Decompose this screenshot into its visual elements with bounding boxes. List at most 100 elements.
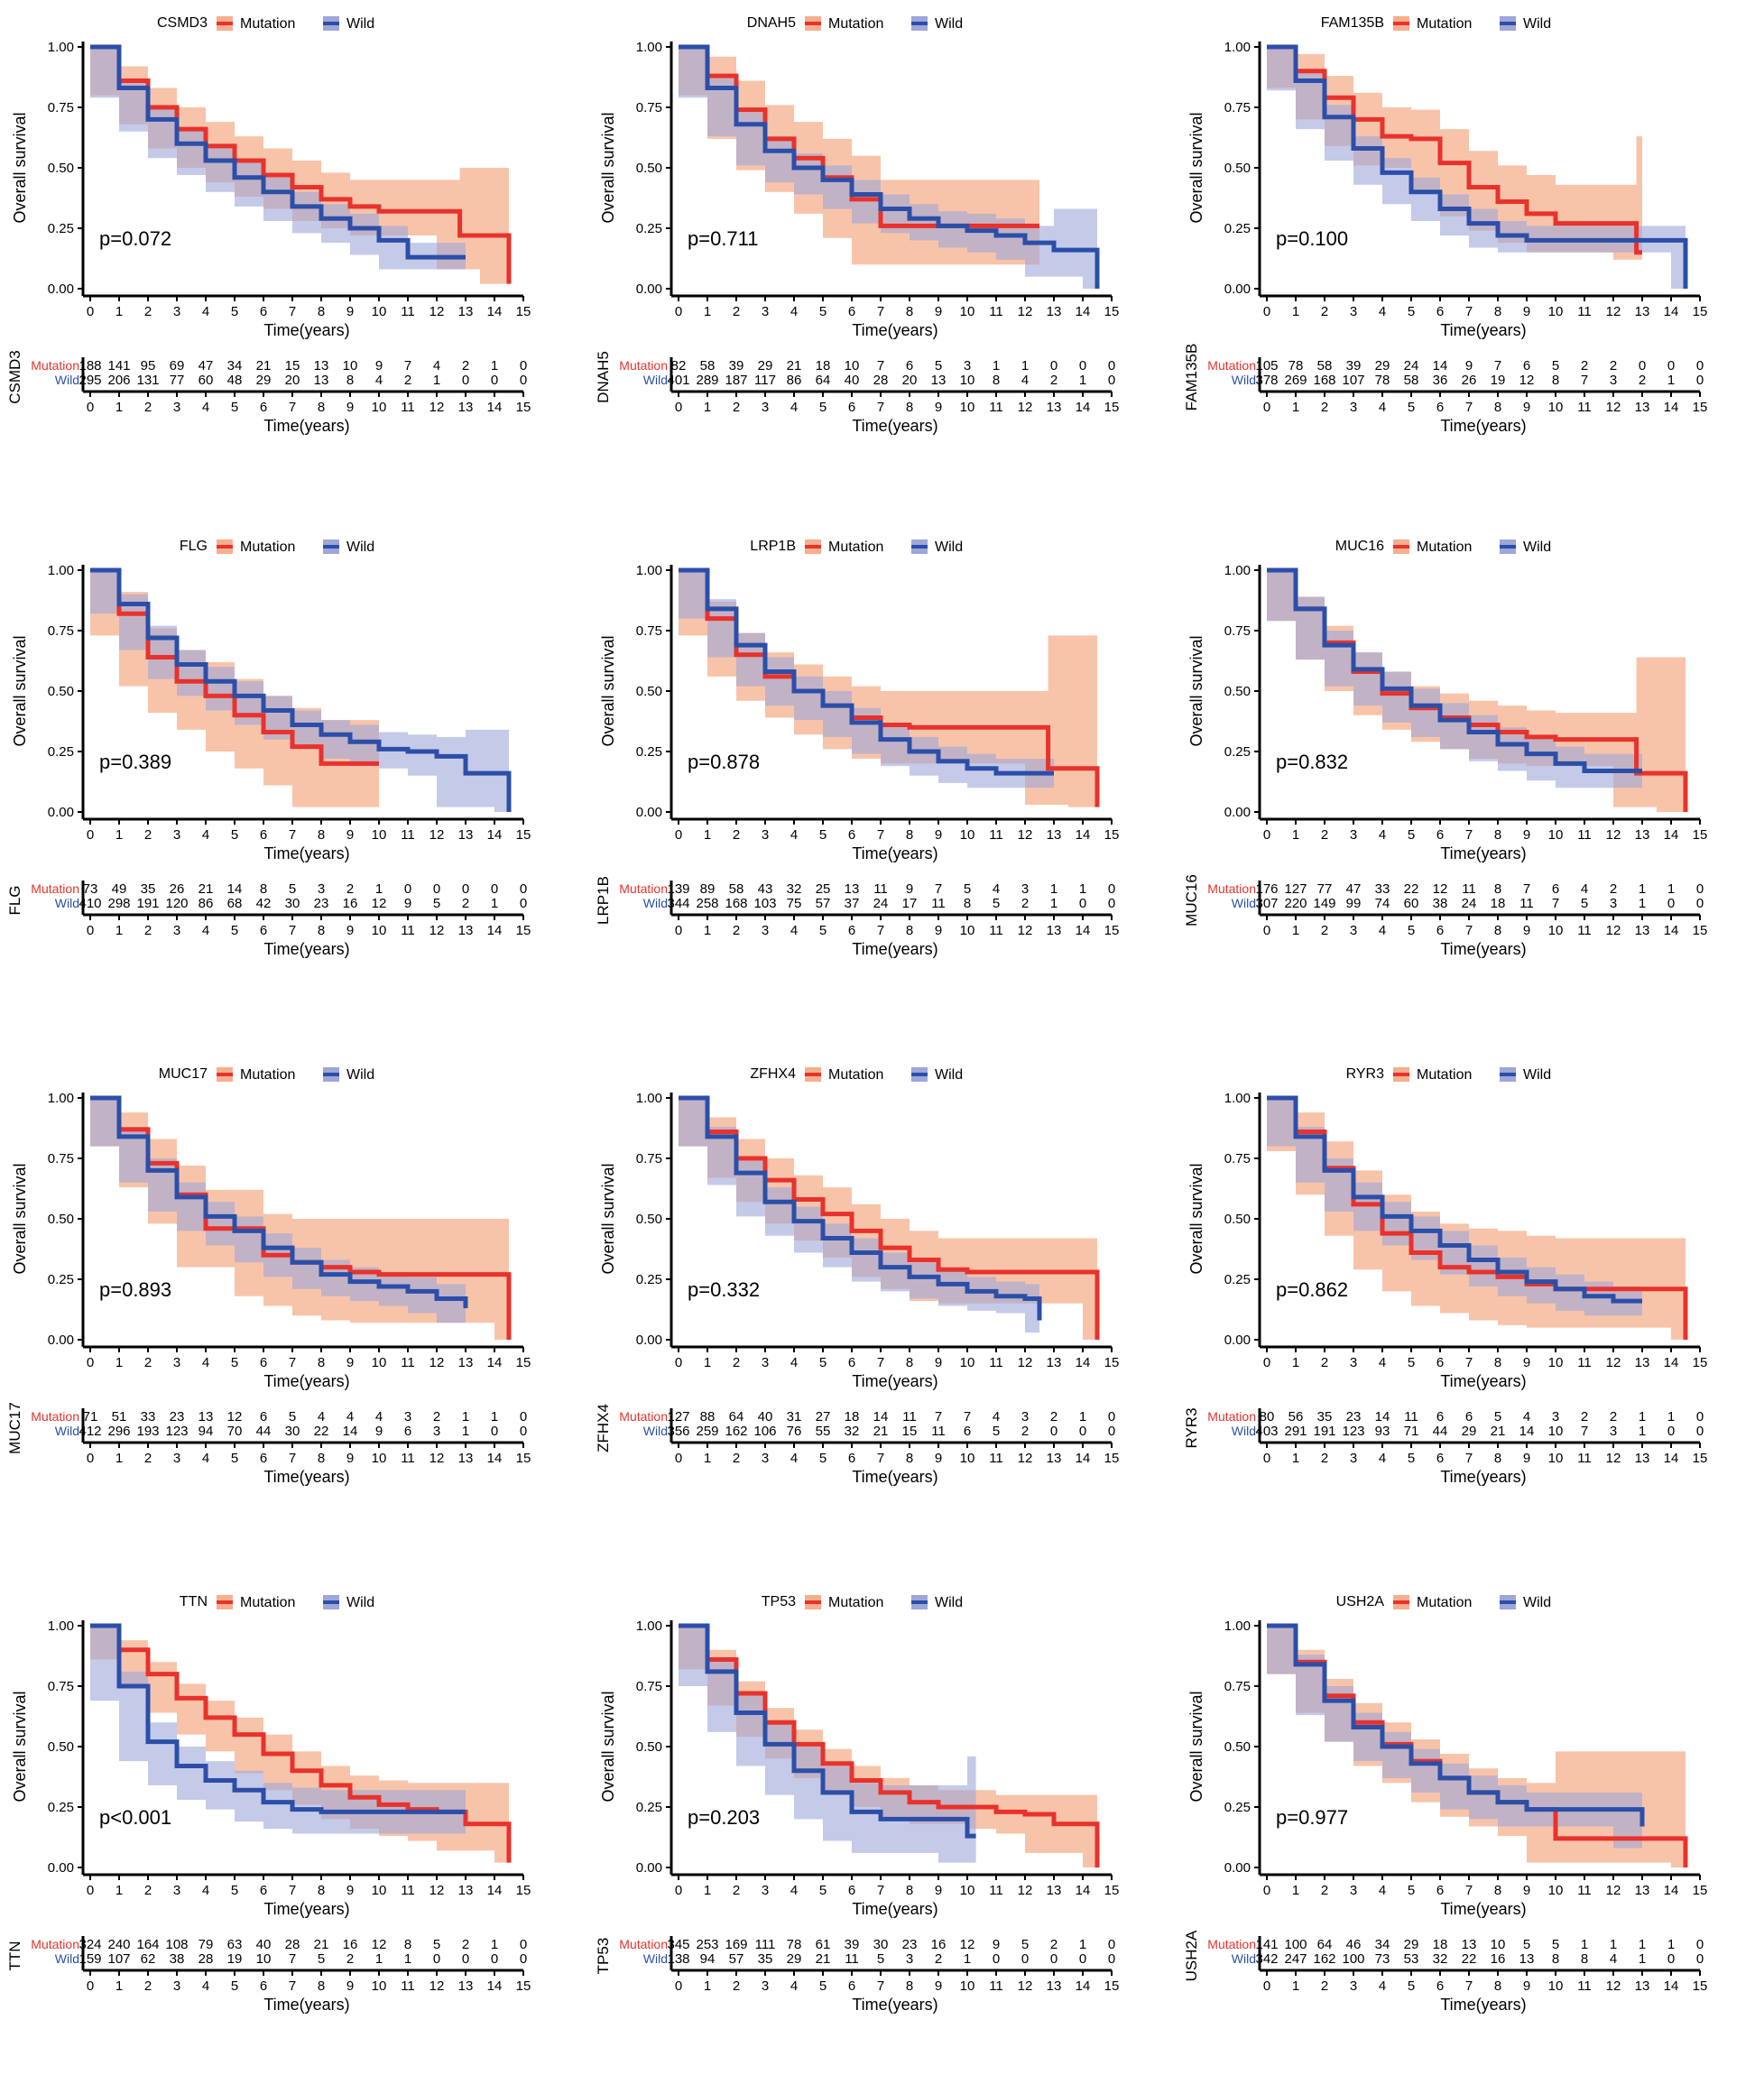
risk-count-mutation: 4: [1581, 881, 1588, 897]
risk-count-wild: 187: [725, 373, 747, 388]
risk-count-mutation: 23: [1346, 1409, 1362, 1425]
risk-x-tick-label: 0: [87, 923, 94, 938]
risk-x-tick-label: 1: [704, 1451, 711, 1466]
risk-count-wild: 1: [964, 1951, 971, 1967]
y-tick-label: 1.00: [1224, 1091, 1251, 1106]
risk-x-tick-label: 9: [1523, 923, 1530, 938]
risk-table-wild-label: Wild: [643, 1951, 668, 1966]
risk-table-gene-label: FLG: [6, 885, 23, 915]
risk-x-tick-label: 0: [675, 1978, 682, 1994]
risk-x-tick-label: 15: [1693, 923, 1708, 938]
x-tick-label: 3: [762, 1355, 769, 1370]
legend: FAM135B Mutation Wild: [1321, 15, 1551, 32]
risk-x-tick-label: 4: [202, 1451, 209, 1466]
x-tick-label: 10: [372, 1355, 387, 1370]
legend-wild-label: Wild: [346, 16, 374, 32]
risk-count-mutation: 58: [1317, 358, 1333, 373]
p-value-annotation: p=0.893: [99, 1278, 171, 1301]
x-tick-label: 7: [877, 304, 884, 319]
risk-x-tick-label: 13: [458, 1451, 474, 1466]
x-tick-label: 9: [346, 1883, 354, 1898]
risk-x-tick-label: 0: [1263, 923, 1270, 938]
risk-count-mutation: 21: [314, 1937, 329, 1952]
x-tick-label: 12: [429, 1355, 445, 1370]
risk-count-mutation: 18: [845, 1409, 860, 1425]
risk-count-wild: 403: [1255, 1424, 1278, 1439]
risk-x-tick-label: 6: [848, 1451, 855, 1466]
risk-count-mutation: 0: [520, 1937, 527, 1952]
legend: LRP1B Mutation Wild: [750, 539, 963, 555]
risk-count-wild: 10: [1548, 1424, 1564, 1439]
risk-count-wild: 1: [375, 1951, 383, 1967]
risk-x-tick-label: 11: [401, 1978, 415, 1994]
x-tick-label: 13: [1635, 1883, 1650, 1898]
risk-x-tick-label: 4: [1379, 1451, 1386, 1466]
y-tick-label: 0.50: [1224, 1212, 1251, 1227]
risk-x-tick-label: 5: [819, 1978, 827, 1994]
risk-x-tick-label: 12: [1606, 400, 1621, 415]
risk-count-wild: 4: [1021, 373, 1029, 388]
x-axis-title: Time(years): [263, 1900, 349, 1918]
risk-x-tick-label: 10: [960, 923, 975, 938]
risk-x-tick-label: 2: [1321, 400, 1328, 415]
risk-count-wild: 11: [845, 1951, 859, 1967]
wild-ci-band: [679, 1626, 976, 1863]
mutation-ci-band: [1267, 47, 1642, 260]
risk-count-wild: 20: [285, 373, 300, 388]
x-tick-label: 6: [1436, 1883, 1444, 1898]
risk-x-tick-label: 6: [1436, 400, 1444, 415]
risk-x-tick-label: 7: [289, 923, 296, 938]
x-tick-label: 1: [115, 304, 123, 319]
x-tick-label: 12: [429, 1883, 445, 1898]
risk-x-tick-label: 12: [1018, 1451, 1033, 1466]
risk-count-mutation: 13: [314, 358, 329, 373]
risk-count-mutation: 3: [964, 358, 971, 373]
legend-wild-label: Wild: [935, 539, 963, 555]
risk-table-gene-label: CSMD3: [6, 350, 23, 404]
risk-x-tick-label: 12: [429, 1978, 445, 1994]
y-tick-label: 0.75: [636, 623, 662, 639]
risk-table-wild-label: Wild: [1232, 1424, 1256, 1438]
risk-count-wild: 40: [845, 373, 860, 388]
x-tick-label: 3: [173, 1883, 180, 1898]
x-tick-label: 12: [1606, 827, 1621, 843]
risk-count-mutation: 2: [462, 358, 469, 373]
risk-x-tick-label: 4: [790, 923, 798, 938]
legend: TP53 Mutation Wild: [762, 1594, 963, 1610]
legend-mutation-label: Mutation: [1417, 1595, 1472, 1610]
risk-x-tick-label: 1: [1292, 923, 1299, 938]
risk-count-mutation: 2: [462, 1937, 469, 1952]
wild-ci-band: [1267, 570, 1642, 788]
risk-count-mutation: 6: [1552, 881, 1559, 897]
risk-count-mutation: 32: [787, 881, 802, 897]
x-tick-label: 14: [1664, 827, 1679, 843]
risk-count-mutation: 0: [1696, 1409, 1704, 1425]
risk-x-tick-label: 12: [429, 400, 445, 415]
risk-count-mutation: 6: [1523, 358, 1530, 373]
risk-x-tick-label: 7: [289, 1451, 296, 1466]
risk-count-wild: 0: [1667, 1951, 1675, 1967]
x-tick-label: 8: [906, 827, 913, 843]
risk-count-wild: 0: [520, 373, 527, 388]
risk-count-wild: 60: [1404, 896, 1419, 911]
x-tick-label: 3: [173, 1355, 180, 1370]
risk-count-wild: 259: [696, 1424, 718, 1439]
risk-x-tick-label: 7: [877, 1451, 884, 1466]
risk-count-mutation: 3: [1021, 881, 1029, 897]
risk-count-wild: 22: [314, 1424, 329, 1439]
legend: MUC17 Mutation Wild: [159, 1066, 374, 1083]
risk-table-wild-label: Wild: [643, 896, 668, 910]
risk-count-mutation: 9: [906, 881, 913, 897]
risk-count-mutation: 0: [491, 881, 498, 897]
risk-count-wild: 21: [873, 1424, 889, 1439]
risk-count-mutation: 80: [1260, 1409, 1275, 1425]
risk-table-gene-label: LRP1B: [595, 876, 612, 925]
risk-count-mutation: 39: [729, 358, 744, 373]
legend-mutation-line: [1393, 545, 1409, 549]
x-tick-label: 1: [1292, 1355, 1299, 1370]
risk-count-mutation: 11: [902, 1409, 917, 1425]
risk-count-mutation: 5: [289, 1409, 296, 1425]
